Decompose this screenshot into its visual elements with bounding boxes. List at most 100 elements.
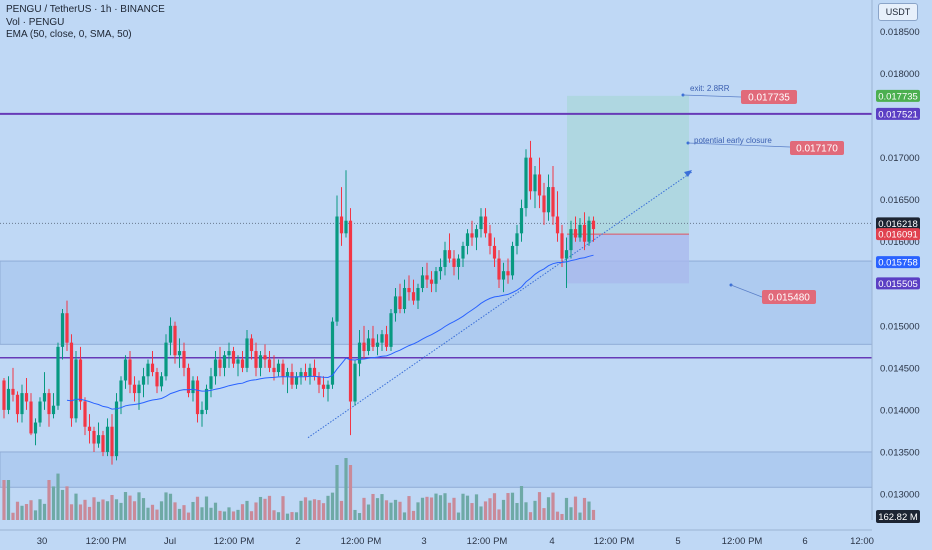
candle xyxy=(362,343,365,351)
volume-bar xyxy=(362,498,365,520)
candle xyxy=(56,347,59,406)
price-tick-label: 0.015000 xyxy=(880,321,920,332)
candle xyxy=(308,368,311,376)
volume-bar xyxy=(529,512,532,520)
volume-bar xyxy=(2,480,5,520)
volume-bar xyxy=(376,498,379,520)
volume-bar xyxy=(506,493,509,520)
volume-bar xyxy=(7,480,10,520)
candle xyxy=(178,351,181,355)
volume-bar xyxy=(322,503,325,520)
volume-bar xyxy=(277,512,280,520)
candle xyxy=(335,217,338,322)
candle xyxy=(569,229,572,250)
candle xyxy=(344,221,347,234)
candle xyxy=(142,376,145,384)
volume-bar xyxy=(205,496,208,520)
volume-bar xyxy=(385,500,388,520)
ema-legend[interactable]: EMA (50, close, 0, SMA, 50) xyxy=(6,29,165,42)
volume-bar xyxy=(16,502,19,520)
volume-bar xyxy=(241,504,244,520)
candle xyxy=(380,334,383,342)
price-tick-label: 0.013000 xyxy=(880,490,920,501)
candle xyxy=(25,393,28,401)
svg-text:162.82 M: 162.82 M xyxy=(878,512,918,523)
volume-bar xyxy=(515,503,518,520)
volume-bar xyxy=(187,513,190,520)
volume-bar xyxy=(200,507,203,520)
candle xyxy=(367,338,370,351)
volume-bar xyxy=(137,492,140,520)
volume-bar xyxy=(560,514,563,520)
volume-bar xyxy=(11,513,14,520)
volume-bar xyxy=(574,497,577,520)
volume-bar xyxy=(425,497,428,520)
candle xyxy=(281,364,284,377)
candle xyxy=(43,393,46,401)
volume-bar xyxy=(317,500,320,520)
volume-bar xyxy=(164,492,167,520)
volume-bar xyxy=(394,500,397,520)
axis-volume-tag: 162.82 M xyxy=(876,510,920,523)
volume-bar xyxy=(92,497,95,520)
candle xyxy=(259,355,262,368)
candle xyxy=(101,435,104,452)
candle xyxy=(398,296,401,309)
volume-bar xyxy=(245,501,248,520)
volume-bar xyxy=(25,504,28,520)
svg-text:0.015505: 0.015505 xyxy=(878,279,918,290)
volume-bar xyxy=(403,512,406,520)
candle xyxy=(583,225,586,242)
candle xyxy=(79,359,82,401)
volume-bar xyxy=(461,494,464,520)
volume-bar xyxy=(488,498,491,520)
volume-bar xyxy=(151,505,154,520)
time-tick-label: 12:00 PM xyxy=(86,536,127,547)
time-tick-label: 6 xyxy=(802,536,807,547)
time-tick-label: 2 xyxy=(295,536,300,547)
volume-bar xyxy=(110,495,113,520)
candle xyxy=(556,217,559,234)
volume-bar xyxy=(146,508,149,520)
volume-bar xyxy=(79,504,82,520)
candle xyxy=(551,187,554,216)
volume-bar xyxy=(52,486,55,520)
volume-bar xyxy=(592,510,595,520)
volume-bar xyxy=(353,510,356,520)
volume-bar xyxy=(290,512,293,520)
time-tick-label: 12:00 PM xyxy=(214,536,255,547)
currency-button[interactable]: USDT xyxy=(878,3,918,21)
candle xyxy=(511,246,514,275)
candle xyxy=(394,296,397,313)
volume-bar xyxy=(421,498,424,520)
volume-bar xyxy=(272,510,275,520)
volume-bar xyxy=(128,496,131,520)
candle xyxy=(290,372,293,385)
volume-bar xyxy=(398,502,401,520)
candle xyxy=(209,376,212,389)
candle xyxy=(412,292,415,300)
candle xyxy=(236,359,239,363)
volume-bar xyxy=(551,493,554,520)
candle xyxy=(115,402,118,457)
candle xyxy=(191,380,194,393)
candle xyxy=(110,427,113,456)
volume-legend[interactable]: Vol · PENGU xyxy=(6,17,165,30)
volume-bar xyxy=(133,501,136,520)
exit-note-text: exit: 2.8RR xyxy=(690,84,730,93)
candle xyxy=(484,217,487,234)
volume-bar xyxy=(475,494,478,520)
symbol-line[interactable]: PENGU / TetherUS · 1h · BINANCE xyxy=(6,4,165,17)
candle xyxy=(7,389,10,410)
volume-bar xyxy=(106,501,109,520)
candle xyxy=(578,225,581,238)
volume-bar xyxy=(214,503,217,520)
candle xyxy=(160,376,163,386)
candle xyxy=(196,380,199,414)
volume-bar xyxy=(119,503,122,520)
candle xyxy=(254,351,257,368)
volume-bar xyxy=(178,509,181,520)
candle xyxy=(443,250,446,267)
candle xyxy=(92,431,95,444)
